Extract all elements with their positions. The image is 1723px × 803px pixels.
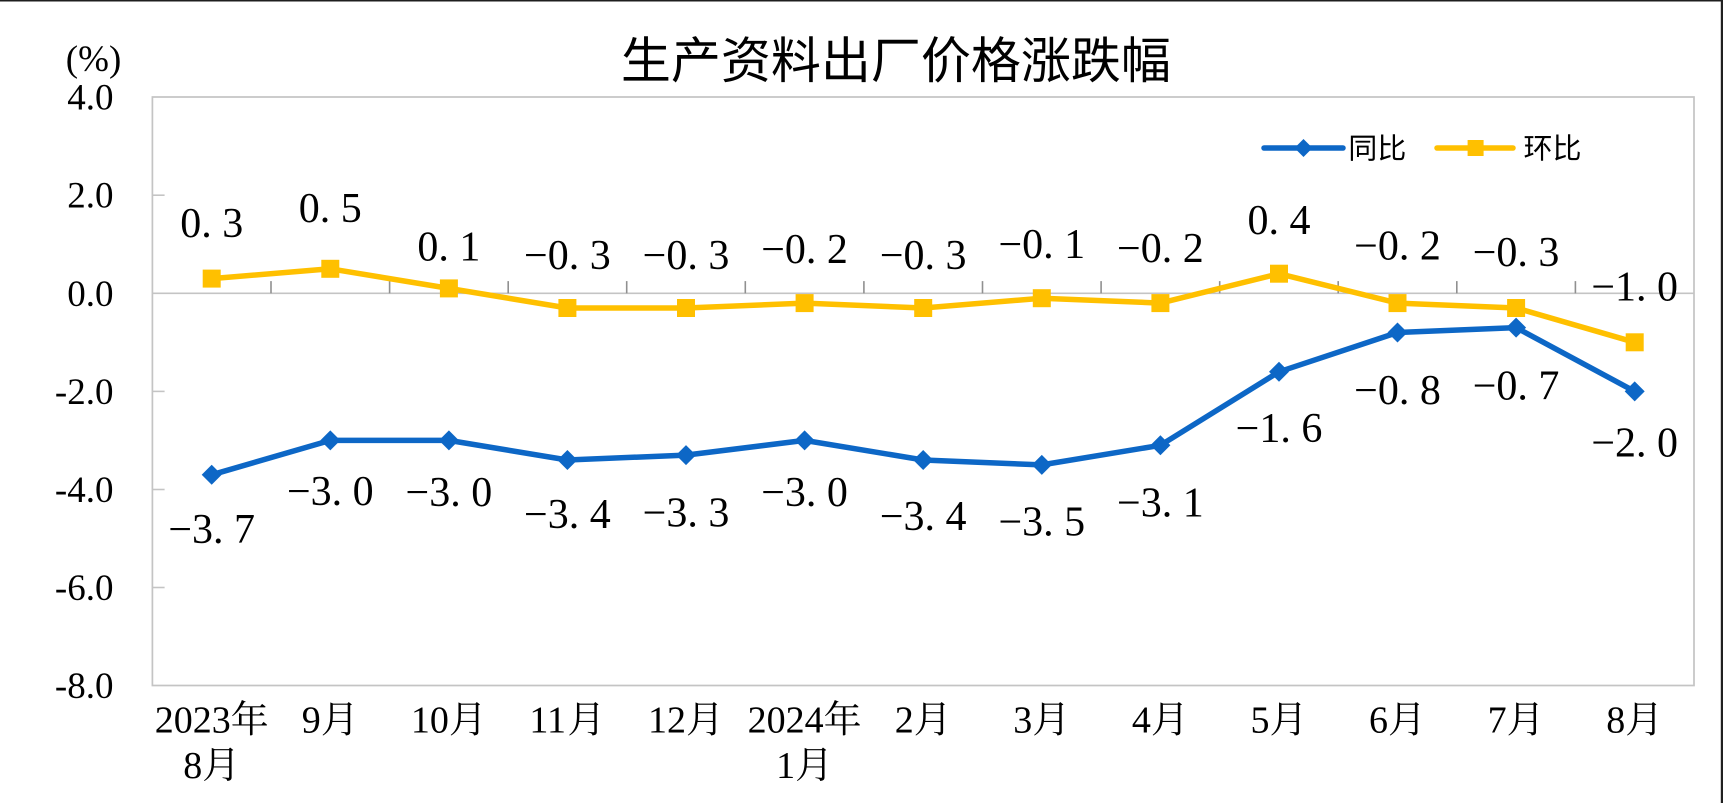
svg-text:−0. 2: −0. 2 [1117, 226, 1204, 272]
svg-text:−3. 4: −3. 4 [880, 494, 967, 540]
svg-text:10: 10 [411, 700, 449, 742]
svg-text:4.0: 4.0 [67, 78, 113, 119]
svg-text:2024: 2024 [748, 700, 824, 742]
svg-text:3: 3 [1013, 700, 1032, 742]
svg-text:−3. 3: −3. 3 [643, 491, 730, 537]
svg-text:(%): (%) [66, 39, 121, 80]
svg-text:0.0: 0.0 [67, 274, 113, 315]
svg-text:2023: 2023 [155, 700, 231, 742]
svg-text:9: 9 [302, 700, 321, 742]
svg-text:0. 5: 0. 5 [299, 186, 362, 232]
svg-text:−2. 0: −2. 0 [1591, 421, 1678, 467]
svg-text:-4.0: -4.0 [55, 470, 114, 511]
svg-text:7: 7 [1488, 700, 1507, 742]
svg-text:−0. 2: −0. 2 [761, 227, 848, 273]
svg-text:−0. 3: −0. 3 [524, 233, 611, 279]
svg-text:0. 4: 0. 4 [1248, 198, 1311, 244]
svg-text:−3. 5: −3. 5 [998, 499, 1085, 545]
svg-text:−3. 0: −3. 0 [287, 469, 374, 515]
svg-text:−3. 7: −3. 7 [168, 507, 255, 553]
svg-text:−0. 7: −0. 7 [1473, 363, 1560, 409]
svg-text:-8.0: -8.0 [55, 666, 114, 707]
svg-text:-2.0: -2.0 [55, 372, 114, 413]
svg-text:−0. 3: −0. 3 [643, 233, 730, 279]
svg-text:−3. 0: −3. 0 [761, 470, 848, 516]
svg-text:−0. 8: −0. 8 [1354, 368, 1441, 414]
svg-text:11: 11 [529, 700, 566, 742]
svg-text:−0. 3: −0. 3 [1473, 230, 1560, 276]
svg-text:4: 4 [1132, 700, 1151, 742]
svg-text:−1. 0: −1. 0 [1591, 265, 1678, 311]
svg-text:−0. 1: −0. 1 [998, 222, 1085, 268]
svg-text:0. 3: 0. 3 [180, 201, 243, 247]
svg-text:−3. 4: −3. 4 [524, 492, 611, 538]
svg-text:−1. 6: −1. 6 [1236, 406, 1323, 452]
svg-text:6: 6 [1369, 700, 1388, 742]
svg-text:1: 1 [776, 745, 795, 787]
svg-text:2.0: 2.0 [67, 176, 113, 217]
svg-text:-6.0: -6.0 [55, 568, 114, 609]
svg-text:−0. 3: −0. 3 [880, 233, 967, 279]
svg-text:−0. 2: −0. 2 [1354, 224, 1441, 270]
svg-text:2: 2 [895, 700, 914, 742]
svg-text:−3. 1: −3. 1 [1117, 480, 1204, 526]
svg-text:0. 1: 0. 1 [417, 224, 480, 270]
svg-text:−3. 0: −3. 0 [406, 470, 493, 516]
svg-text:12: 12 [648, 700, 686, 742]
svg-text:8: 8 [183, 745, 202, 787]
svg-text:5: 5 [1251, 700, 1270, 742]
svg-text:8: 8 [1606, 700, 1625, 742]
